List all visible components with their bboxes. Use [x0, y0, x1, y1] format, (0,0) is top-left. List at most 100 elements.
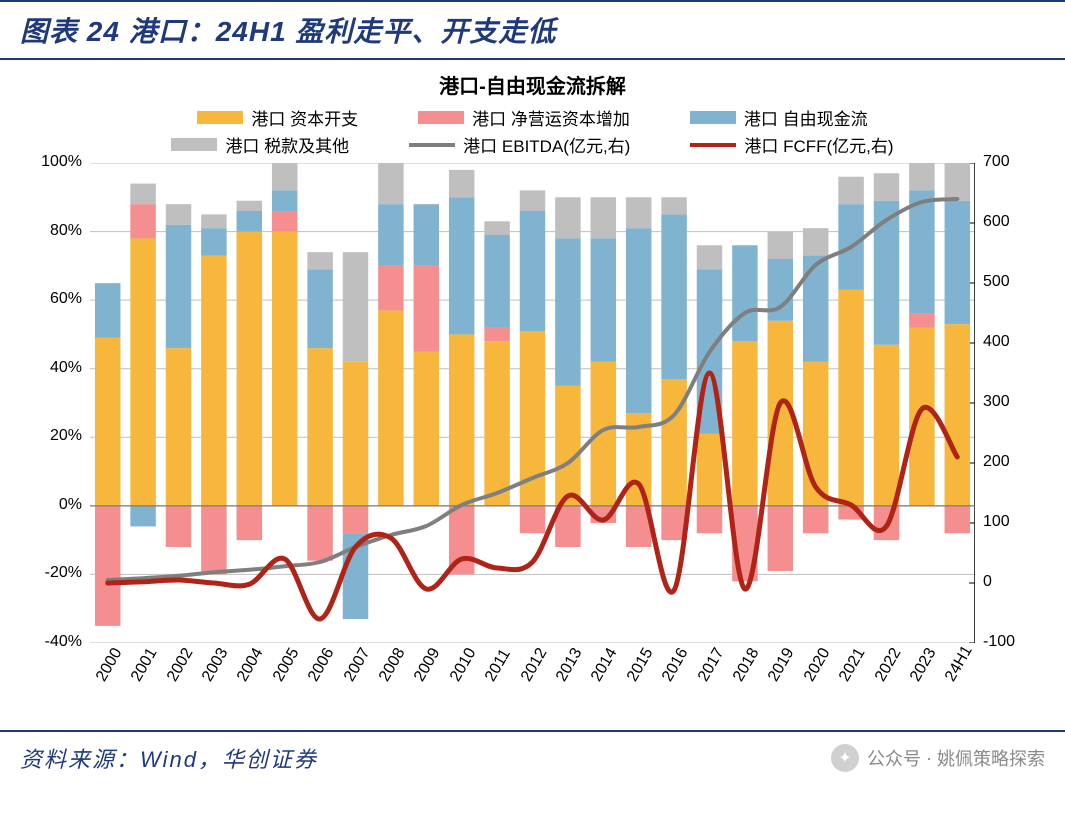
x-tick-label: 2023 — [907, 645, 940, 685]
bar-nwc_increase — [768, 506, 793, 571]
bar-fcf — [272, 190, 297, 211]
bar-tax_other — [307, 252, 332, 269]
bar-nwc_increase — [343, 506, 368, 533]
bar-capex — [449, 334, 474, 505]
legend-swatch — [690, 111, 736, 124]
bar-tax_other — [803, 228, 828, 255]
legend-item: 港口 资本开支 — [197, 105, 358, 130]
x-axis-labels: 2000200120022003200420052006200720082009… — [90, 650, 975, 710]
bar-nwc_increase — [201, 506, 226, 575]
bar-nwc_increase — [945, 506, 970, 533]
bar-capex — [591, 362, 616, 506]
y-right-tick: 400 — [983, 333, 1010, 351]
x-tick-label: 2001 — [128, 645, 161, 685]
chart-area: 港口-自由现金流拆解 港口 资本开支港口 净营运资本增加港口 自由现金流港口 税… — [30, 70, 1035, 710]
y-left-tick: 80% — [22, 222, 82, 240]
x-tick-label: 2017 — [695, 645, 728, 685]
bar-nwc_increase — [166, 506, 191, 547]
y-left-tick: 40% — [22, 359, 82, 377]
bar-capex — [378, 310, 403, 505]
bar-capex — [343, 362, 368, 506]
bar-tax_other — [449, 170, 474, 197]
bar-fcf — [626, 228, 651, 413]
bar-tax_other — [414, 204, 439, 205]
bar-nwc_increase — [697, 506, 722, 533]
y-right-tick: 0 — [983, 573, 992, 591]
legend-label: 港口 FCFF(亿元,右) — [744, 132, 893, 157]
bar-nwc_increase — [130, 204, 155, 238]
legend-swatch — [690, 143, 736, 147]
bar-tax_other — [520, 190, 545, 211]
plot-svg — [90, 163, 975, 643]
bar-capex — [484, 341, 509, 506]
plot: -40%-20%0%20%40%60%80%100% -100010020030… — [90, 163, 975, 643]
bar-nwc_increase — [95, 506, 120, 626]
bar-capex — [237, 232, 262, 506]
y-right-tick: 300 — [983, 393, 1010, 411]
chart-title: 港口-自由现金流拆解 — [30, 70, 1035, 99]
wechat-label: 公众号 — [867, 745, 921, 771]
bar-fcf — [414, 204, 439, 266]
bar-capex — [945, 324, 970, 506]
x-tick-label: 2007 — [341, 645, 374, 685]
bar-capex — [307, 348, 332, 506]
bar-capex — [697, 434, 722, 506]
bar-fcf — [909, 190, 934, 313]
legend-item: 港口 税款及其他 — [171, 132, 349, 157]
bar-tax_other — [201, 214, 226, 228]
x-tick-label: 2012 — [518, 645, 551, 685]
bar-capex — [874, 345, 899, 506]
bar-fcf — [237, 211, 262, 232]
y-left-tick: -20% — [22, 564, 82, 582]
bar-tax_other — [626, 197, 651, 228]
bar-tax_other — [95, 283, 120, 284]
bar-tax_other — [768, 232, 793, 259]
bar-nwc_increase — [909, 314, 934, 328]
bar-tax_other — [909, 163, 934, 190]
bar-nwc_increase — [378, 266, 403, 311]
bar-fcf — [201, 228, 226, 255]
bar-tax_other — [237, 201, 262, 211]
legend-swatch — [171, 138, 217, 151]
y-left-tick: 60% — [22, 290, 82, 308]
bar-tax_other — [838, 177, 863, 204]
x-tick-label: 2020 — [801, 645, 834, 685]
legend-swatch — [409, 143, 455, 147]
bar-tax_other — [555, 197, 580, 238]
bar-fcf — [945, 201, 970, 324]
legend-item: 港口 FCFF(亿元,右) — [690, 132, 893, 157]
bar-nwc_increase — [237, 506, 262, 540]
legend-label: 港口 EBITDA(亿元,右) — [463, 132, 630, 157]
bar-fcf — [378, 204, 403, 266]
bar-nwc_increase — [484, 328, 509, 342]
x-tick-label: 2016 — [659, 645, 692, 685]
legend-swatch — [418, 111, 464, 124]
wechat-attribution: ✦ 公众号 · 姚佩策略探索 — [831, 744, 1045, 772]
y-right-tick: 100 — [983, 513, 1010, 531]
bar-tax_other — [272, 163, 297, 190]
source-text: 资料来源：Wind，华创证券 — [20, 742, 318, 774]
x-tick-label: 2018 — [730, 645, 763, 685]
x-tick-label: 2021 — [836, 645, 869, 685]
legend-label: 港口 资本开支 — [251, 105, 358, 130]
bar-fcf — [732, 245, 757, 341]
bar-fcf — [130, 506, 155, 527]
bar-capex — [95, 338, 120, 506]
y-right-tick: 600 — [983, 213, 1010, 231]
x-tick-label: 2000 — [93, 645, 126, 685]
bar-fcf — [95, 283, 120, 338]
y-right-tick: 700 — [983, 153, 1010, 171]
wechat-icon: ✦ — [831, 744, 859, 772]
bar-capex — [838, 290, 863, 506]
x-tick-label: 2003 — [199, 645, 232, 685]
x-tick-label: 2002 — [164, 645, 197, 685]
bar-capex — [414, 352, 439, 506]
x-tick-label: 2010 — [447, 645, 480, 685]
wechat-account: 姚佩策略探索 — [937, 745, 1045, 771]
y-right-tick: 200 — [983, 453, 1010, 471]
x-tick-label: 2008 — [376, 645, 409, 685]
bar-capex — [201, 256, 226, 506]
x-tick-label: 2019 — [765, 645, 798, 685]
bar-capex — [166, 348, 191, 506]
legend-item: 港口 EBITDA(亿元,右) — [409, 132, 630, 157]
